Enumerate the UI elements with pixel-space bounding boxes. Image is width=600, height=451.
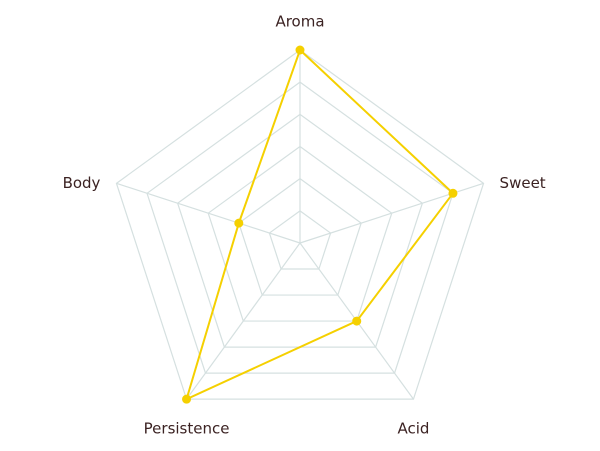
axis-label: Acid xyxy=(397,420,429,438)
axis-label: Persistence xyxy=(144,420,230,438)
data-line xyxy=(184,48,455,401)
axis-spoke xyxy=(116,182,301,244)
axis-label: Body xyxy=(63,174,101,192)
grid-ring xyxy=(238,177,362,296)
data-point xyxy=(448,188,458,198)
data-point xyxy=(352,316,362,326)
data-point xyxy=(295,45,305,55)
grid-ring xyxy=(115,49,485,400)
axis-spoke xyxy=(186,242,301,400)
grid-ring xyxy=(146,81,454,374)
axis-label: Sweet xyxy=(500,174,546,192)
grid-ring xyxy=(207,145,393,322)
grid-ring xyxy=(268,210,332,270)
data-point xyxy=(182,394,192,404)
axis-label: Aroma xyxy=(275,13,324,31)
data-point xyxy=(234,218,244,228)
